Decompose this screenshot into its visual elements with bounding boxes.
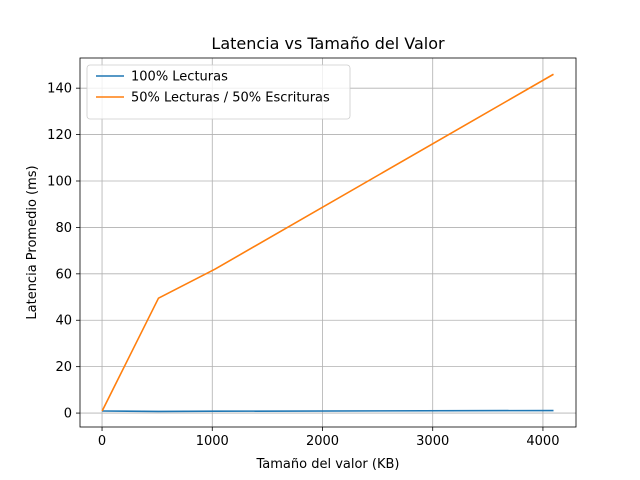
y-tick-label: 40 bbox=[55, 314, 72, 329]
y-tick-label: 0 bbox=[64, 407, 72, 422]
y-tick-label: 20 bbox=[55, 360, 72, 375]
y-tick-label: 120 bbox=[47, 128, 72, 143]
y-axis-ticks: 0 20 40 60 80 100 120 140 bbox=[47, 82, 80, 422]
x-tick-label: 4000 bbox=[526, 434, 559, 449]
legend-box bbox=[86, 64, 351, 120]
y-axis-label: Latencia Promedio (ms) bbox=[25, 165, 40, 319]
y-tick-label: 60 bbox=[55, 267, 72, 282]
plot-frame bbox=[79, 57, 577, 428]
x-tick-label: 1000 bbox=[196, 434, 229, 449]
y-tick-label: 100 bbox=[47, 175, 72, 190]
x-axis-ticks: 0 1000 2000 3000 4000 bbox=[98, 427, 559, 449]
x-axis-label: Tamaño del valor (KB) bbox=[256, 457, 400, 472]
legend: 100% Lecturas 50% Lecturas / 50% Escritur… bbox=[86, 64, 351, 120]
x-tick-label: 0 bbox=[98, 434, 106, 449]
series-lines bbox=[101, 73, 554, 413]
x-tick-label: 2000 bbox=[306, 434, 339, 449]
legend-label: 100% Lecturas bbox=[131, 70, 228, 85]
series-line-2 bbox=[101, 73, 554, 412]
legend-label: 50% Lecturas / 50% Escrituras bbox=[131, 91, 330, 106]
y-tick-label: 140 bbox=[47, 82, 72, 97]
y-tick-label: 80 bbox=[55, 221, 72, 236]
chart-title: Latencia vs Tamaño del Valor bbox=[211, 34, 445, 53]
series-line-1 bbox=[102, 409, 554, 413]
x-tick-label: 3000 bbox=[416, 434, 449, 449]
